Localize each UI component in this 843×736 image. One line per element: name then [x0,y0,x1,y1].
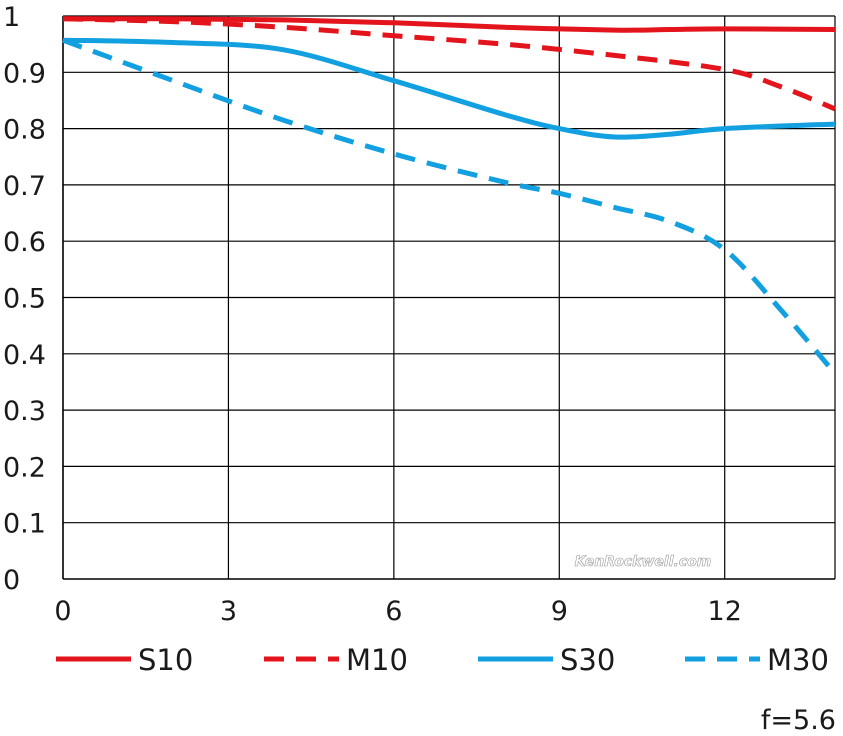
legend-label-m10: M10 [346,643,408,677]
y-tick-label: 0.2 [3,452,46,483]
x-tick-label: 0 [54,596,71,627]
legend-label-m30: M30 [767,643,829,677]
x-tick-label: 12 [708,596,742,627]
x-tick-label: 9 [551,596,568,627]
tick-labels: 0 0.1 0.2 0.3 0.4 0.5 0.6 0.7 0.8 0.9 1 0 3 6 9 12 [3,2,742,627]
y-tick-label: 0.7 [3,171,46,202]
y-tick-label: 1 [3,2,20,33]
legend: S10 M10 S30 M30 [56,643,829,677]
y-tick-label: 0.4 [3,340,46,371]
y-tick-label: 0.5 [3,284,46,315]
y-tick-label: 0.3 [3,396,46,427]
series-line-s10 [62,16,836,33]
series-lines [62,16,837,376]
x-tick-label: 6 [385,596,402,627]
y-tick-label: 0 [3,565,20,596]
x-tick-label: 3 [220,596,237,627]
y-tick-label: 0.1 [3,509,46,540]
y-tick-label: 0.9 [3,58,46,89]
y-tick-label: 0.6 [3,227,46,258]
grid [62,15,836,580]
series-line-m10 [62,16,836,112]
series-line-m30 [62,37,837,376]
legend-label-s10: S10 [138,643,193,677]
y-tick-label: 0.8 [3,115,46,146]
watermark: KenRockwell.com [575,554,712,570]
series-line-s30 [62,37,836,140]
aperture-note: f=5.6 [761,705,836,736]
legend-label-s30: S30 [560,643,615,677]
